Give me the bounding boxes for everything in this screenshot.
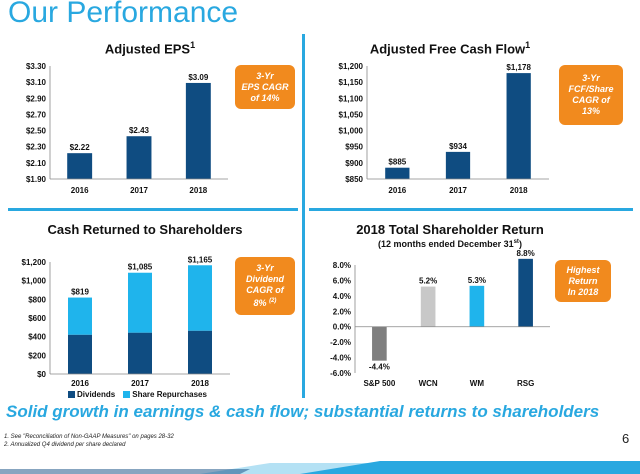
x-tick-label: 2018 [510, 186, 528, 195]
fcf-chart-title: Adjusted Free Cash Flow1 [369, 40, 531, 57]
x-tick-label: WCN [419, 379, 438, 388]
bar [469, 285, 485, 327]
bar-value-label: $1,165 [188, 255, 213, 264]
y-tick-label: $800 [28, 295, 46, 304]
x-tick-label: 2018 [189, 186, 207, 195]
y-tick-label: $3.30 [26, 62, 47, 71]
bar [372, 326, 387, 361]
y-tick-label: $3.10 [26, 78, 47, 87]
bar-dividends [68, 334, 92, 374]
y-tick-label: $1,100 [339, 94, 364, 103]
bar-share-repurchases [68, 297, 92, 335]
bar-value-label: 5.2% [419, 277, 437, 286]
bar [126, 136, 152, 179]
y-tick-label: 2.0% [333, 307, 351, 316]
y-tick-label: $600 [28, 314, 46, 323]
bar [445, 151, 471, 179]
cash-returned-chart-title: Cash Returned to Shareholders [47, 222, 243, 237]
footnote-2: 2. Annualized Q4 dividend per share decl… [4, 442, 126, 448]
bar-value-label: 5.3% [468, 276, 486, 285]
bar [518, 258, 533, 327]
y-tick-label: -2.0% [330, 338, 351, 347]
y-tick-label: $1,200 [339, 62, 364, 71]
tsr-chart: -6.0% -4.0% -2.0% 0.0% 2.0% 4.0% 6.0% 8.0% -4.4%… [330, 250, 550, 388]
bar [420, 286, 436, 327]
y-tick-label: 6.0% [333, 276, 351, 285]
y-tick-label: $2.10 [26, 159, 47, 168]
y-tick-label: $950 [345, 143, 363, 152]
cash-returned-legend: Dividends Share Repurchases [68, 390, 207, 399]
y-tick-label: $1,200 [22, 258, 47, 267]
eps-chart: $1.90 $2.10 $2.30 $2.50 $2.70 $2.90 $3.10 $3.30… [26, 62, 228, 195]
horizontal-divider-right [309, 208, 633, 211]
bar-value-label: $934 [449, 142, 467, 151]
y-tick-label: $2.50 [26, 127, 47, 136]
y-tick-label: $2.70 [26, 110, 47, 119]
y-tick-label: 8.0% [333, 261, 351, 270]
bar-share-repurchases [128, 272, 152, 333]
y-tick-label: $200 [28, 351, 46, 360]
x-tick-label: S&P 500 [363, 379, 395, 388]
legend-item-dividends: Dividends [68, 390, 115, 399]
bar [506, 73, 531, 179]
footer-band [0, 461, 640, 474]
bar-value-label: $1,178 [506, 63, 531, 72]
highest-return-callout: Highest Return In 2018 [555, 260, 611, 302]
bar-value-label: $885 [388, 158, 406, 167]
bar-share-repurchases [188, 265, 212, 331]
y-tick-label: $2.30 [26, 143, 47, 152]
bar [185, 82, 211, 179]
y-tick-label: $1,000 [22, 277, 47, 286]
x-tick-label: 2016 [388, 186, 406, 195]
y-tick-label: $0 [37, 370, 46, 379]
legend-item-share-repurchases: Share Repurchases [123, 390, 207, 399]
y-tick-label: -6.0% [330, 369, 351, 378]
x-tick-label: 2017 [449, 186, 467, 195]
y-tick-label: $1,050 [339, 110, 364, 119]
bar-value-label: $2.43 [129, 126, 150, 135]
y-tick-label: $400 [28, 333, 46, 342]
bar [67, 153, 93, 179]
x-tick-label: WM [470, 379, 485, 388]
bar-value-label: $3.09 [188, 73, 209, 82]
x-tick-label: 2017 [130, 186, 148, 195]
footnote-1: 1. See "Reconciliation of Non-GAAP Measu… [4, 434, 174, 440]
bar-value-label: $1,085 [128, 263, 153, 272]
bar-value-label: -4.4% [369, 363, 390, 372]
y-tick-label: 4.0% [333, 292, 351, 301]
page-number: 6 [622, 431, 630, 446]
y-tick-label: $2.90 [26, 94, 47, 103]
x-tick-label: 2016 [71, 379, 89, 388]
bar [385, 167, 410, 179]
bar-dividends [188, 330, 212, 374]
y-tick-label: $1.90 [26, 175, 47, 184]
y-tick-label: $900 [345, 159, 363, 168]
fcf-cagr-callout: 3-Yr FCF/Share CAGR of 13% [559, 65, 623, 125]
bar-value-label: 8.8% [517, 250, 535, 258]
x-tick-label: 2017 [131, 379, 149, 388]
eps-cagr-callout: 3-Yr EPS CAGR of 14% [235, 65, 295, 109]
x-tick-label: 2016 [71, 186, 89, 195]
horizontal-divider-left [8, 208, 298, 211]
x-tick-label: RSG [517, 379, 534, 388]
x-tick-label: 2018 [191, 379, 209, 388]
eps-chart-title: Adjusted EPS1 [104, 40, 196, 57]
tagline: Solid growth in earnings & cash flow; su… [6, 402, 600, 421]
tsr-chart-title: 2018 Total Shareholder Return [356, 222, 544, 237]
y-tick-label: $1,150 [339, 78, 364, 87]
y-tick-label: $850 [345, 175, 363, 184]
y-tick-label: 0.0% [333, 323, 351, 332]
vertical-divider [302, 34, 305, 398]
dividend-cagr-callout: 3-Yr Dividend CAGR of 8% (2) [235, 257, 295, 315]
bar-value-label: $2.22 [70, 143, 91, 152]
tsr-chart-subtitle: (12 months ended December 31st) [378, 239, 522, 249]
y-tick-label: -4.0% [330, 354, 351, 363]
y-tick-label: $1,000 [339, 127, 364, 136]
cash-returned-chart: $0 $200 $400 $600 $800 $1,000 $1,200 $819 2016 $1… [22, 255, 230, 388]
page-title: Our Performance [8, 0, 239, 29]
fcf-chart: $850 $900 $950 $1,000 $1,050 $1,100 $1,150 $1,2… [339, 62, 549, 195]
bar-value-label: $819 [71, 288, 89, 297]
bar-dividends [128, 332, 152, 374]
